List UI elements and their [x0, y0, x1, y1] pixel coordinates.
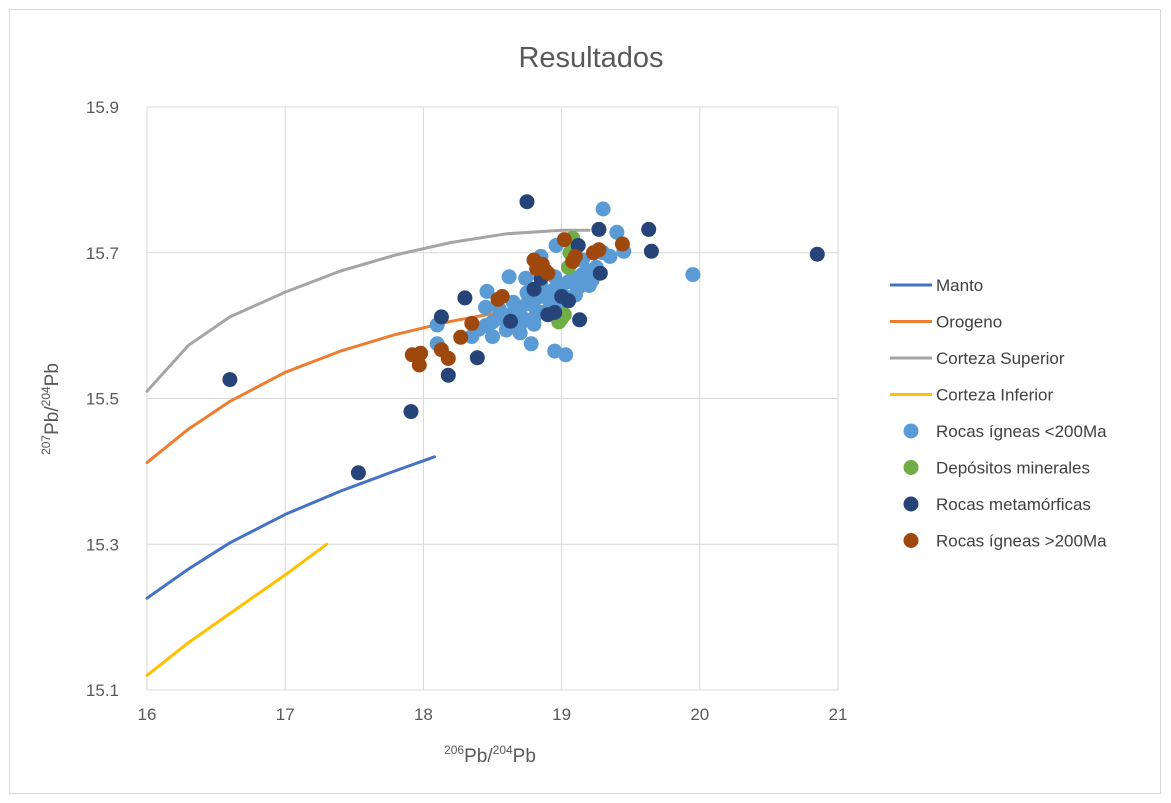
point-rocas-igneas-200ma-53	[558, 347, 574, 363]
x-axis-label: 206Pb/204Pb	[444, 743, 536, 767]
data-points	[222, 194, 825, 481]
point-rocas-igneas-200ma-4	[440, 350, 456, 366]
gridlines	[146, 106, 839, 691]
point-rocas-igneas-200ma-51	[523, 336, 539, 352]
point-rocas-igneas-200ma-19	[540, 265, 556, 281]
legend-label-corteza-superior: Corteza Superior	[936, 349, 1065, 368]
x-tick-label-2: 18	[414, 705, 433, 724]
x-tick-label-1: 17	[276, 705, 295, 724]
x-axis-label-main1: Pb/	[464, 746, 493, 767]
legend-marker-rocas-igneas-200ma	[903, 423, 919, 439]
legend-label-corteza-inferior: Corteza Inferior	[936, 386, 1053, 405]
y-tick-labels: 15.1 15.3 15.5 15.7 15.9	[86, 98, 119, 700]
legend-label-rocas-igneas-200ma: Rocas ígneas >200Ma	[936, 532, 1107, 551]
y-axis-label-main1: Pb/	[42, 406, 63, 435]
point-rocas-metamorficas-1	[350, 465, 366, 481]
legend-label-orogeno: Orogeno	[936, 313, 1002, 332]
x-tick-label-5: 21	[829, 705, 848, 724]
x-axis-label-sup2: 204	[493, 743, 513, 757]
point-rocas-metamorficas-7	[503, 313, 518, 329]
point-rocas-igneas-200ma-44	[518, 270, 534, 286]
point-rocas-metamorficas-8	[519, 194, 535, 210]
point-rocas-igneas-200ma-8	[494, 289, 510, 304]
point-rocas-metamorficas-17	[592, 265, 608, 281]
legend-label-manto: Manto	[936, 276, 983, 295]
y-tick-label-4: 15.9	[86, 98, 119, 117]
point-rocas-igneas-200ma-18	[614, 236, 630, 252]
point-rocas-igneas-200ma-20	[485, 329, 500, 345]
y-tick-label-1: 15.3	[86, 535, 119, 554]
point-rocas-metamorficas-18	[641, 221, 657, 237]
x-tick-label-3: 19	[552, 705, 571, 724]
point-rocas-igneas-200ma-36	[515, 310, 531, 326]
point-rocas-metamorficas-0	[222, 372, 238, 388]
point-rocas-igneas-200ma-15	[567, 248, 583, 264]
point-rocas-igneas-200ma-40	[570, 280, 586, 296]
legend-label-rocas-metamorficas: Rocas metamórficas	[936, 495, 1091, 514]
legend-marker-rocas-igneas-200ma	[903, 533, 919, 548]
y-tick-label-0: 15.1	[86, 681, 119, 700]
point-rocas-igneas-200ma-5	[453, 329, 469, 345]
point-rocas-igneas-200ma-54	[526, 316, 542, 332]
legend-marker-rocas-metamorficas	[903, 496, 919, 512]
point-rocas-igneas-200ma-43	[501, 269, 517, 285]
y-axis-label-sup1: 207	[39, 435, 53, 455]
point-rocas-igneas-200ma-50	[685, 267, 701, 283]
line-manto	[145, 455, 436, 600]
point-rocas-igneas-200ma-58	[512, 325, 528, 341]
reference-curves	[145, 228, 591, 677]
legend: Manto Orogeno Corteza Superior Corteza Infe…	[890, 276, 1107, 551]
line-corteza-inferior	[145, 542, 329, 677]
point-rocas-metamorficas-21	[554, 289, 570, 304]
point-rocas-metamorficas-20	[809, 246, 825, 262]
point-rocas-igneas-200ma-29	[505, 294, 521, 310]
point-rocas-igneas-200ma-46	[595, 201, 611, 217]
legend-marker-depositos-minerales	[903, 460, 919, 475]
point-rocas-igneas-200ma-17	[591, 242, 607, 258]
point-rocas-metamorficas-15	[572, 312, 588, 328]
x-tick-label-4: 20	[690, 705, 709, 724]
point-rocas-metamorficas-3	[433, 309, 449, 325]
chart-title: Resultados	[518, 42, 663, 74]
line-corteza-superior	[145, 228, 591, 393]
legend-label-depositos-minerales: Depósitos minerales	[936, 459, 1090, 478]
chart-canvas: 16 17 18 19 20 21 15.1 15.3 15.5 15.7 15.9 Result…	[39, 42, 1107, 767]
x-axis-label-sup1: 206	[444, 743, 464, 757]
y-tick-label-3: 15.7	[86, 244, 119, 263]
point-rocas-igneas-200ma-6	[464, 315, 480, 331]
point-rocas-metamorficas-4	[440, 367, 456, 383]
x-tick-labels: 16 17 18 19 20 21	[138, 705, 848, 724]
point-rocas-metamorficas-2	[403, 404, 419, 420]
chart-frame: 16 17 18 19 20 21 15.1 15.3 15.5 15.7 15.9 Result…	[9, 9, 1161, 794]
point-rocas-igneas-200ma-42	[479, 283, 495, 299]
plot-border-rect	[146, 106, 839, 691]
point-rocas-metamorficas-9	[526, 281, 542, 297]
point-rocas-metamorficas-6	[469, 350, 485, 366]
point-rocas-metamorficas-12	[547, 305, 563, 320]
y-axis-label-main2: Pb	[42, 363, 63, 386]
legend-label-rocas-igneas-200ma: Rocas ígneas <200Ma	[936, 422, 1107, 441]
plot-area	[146, 106, 839, 691]
point-rocas-metamorficas-19	[643, 243, 659, 259]
point-rocas-metamorficas-5	[457, 290, 473, 306]
y-axis-label-sup2: 204	[39, 386, 53, 406]
point-rocas-igneas-200ma-57	[478, 299, 494, 315]
point-rocas-igneas-200ma-2	[413, 345, 429, 361]
y-tick-label-2: 15.5	[86, 390, 119, 409]
point-rocas-metamorficas-16	[591, 221, 607, 237]
point-rocas-igneas-200ma-47	[609, 224, 625, 240]
x-tick-label-0: 16	[138, 705, 157, 724]
x-axis-label-main2: Pb	[513, 746, 536, 767]
point-rocas-igneas-200ma-13	[556, 232, 572, 248]
point-rocas-igneas-200ma-1	[411, 357, 427, 373]
y-axis-label: 207Pb/204Pb	[39, 363, 63, 455]
